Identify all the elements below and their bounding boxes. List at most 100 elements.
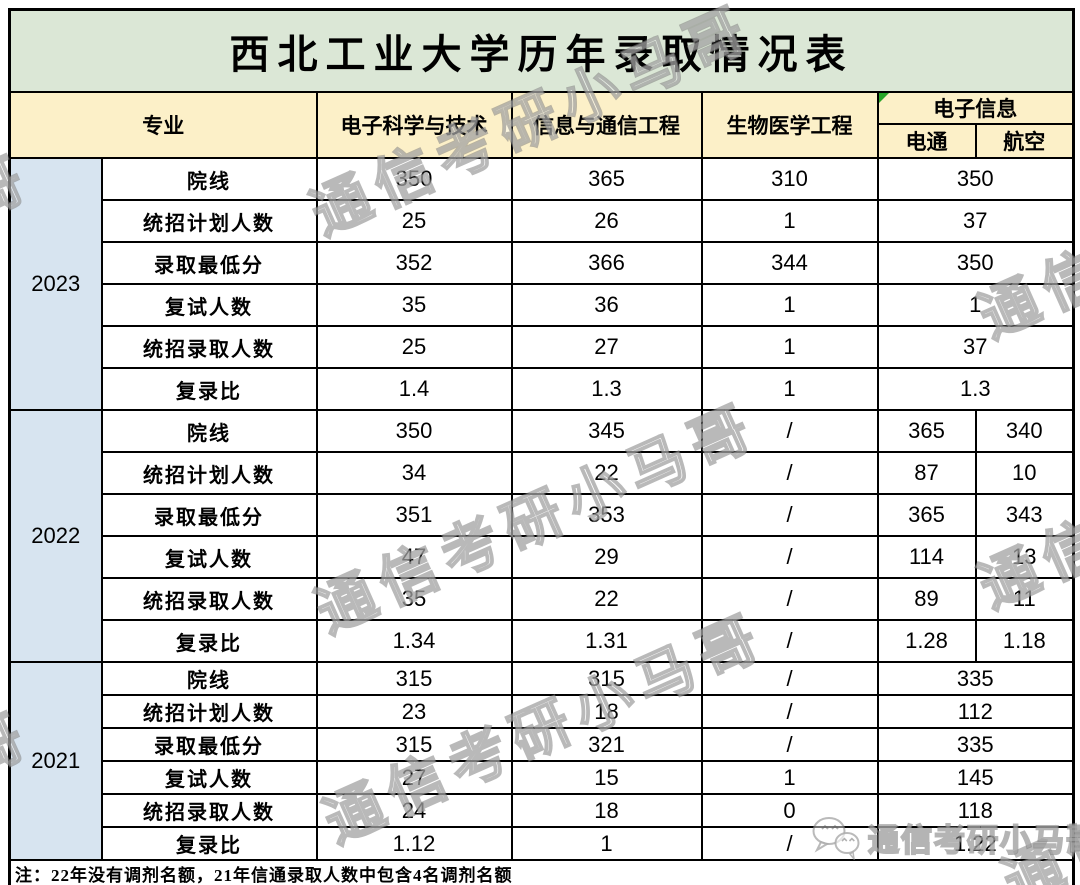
value-cell: 27: [510, 325, 703, 369]
row-label: 复录比: [100, 619, 318, 663]
value-cell: 1.12: [315, 826, 513, 861]
table-row: 统招录取人数 25 27 1 37: [10, 325, 1075, 369]
value-cell: 1: [700, 760, 879, 795]
table-row: 统招计划人数 34 22/87 10: [10, 451, 1075, 495]
value-cell: /: [700, 727, 879, 762]
col-header-biomedical: 生物医学工程: [700, 91, 879, 159]
value-cell: 1.34: [315, 619, 513, 663]
value-cell: 15: [510, 760, 703, 795]
col-header-major: 专业: [8, 91, 318, 159]
col-header-einfo: 电子信息: [876, 91, 1075, 125]
value-cell: 351: [315, 493, 513, 537]
table-row: 复试人数 27 15 1 145: [10, 760, 1075, 795]
table-row: 统招录取人数 24 18 0 118: [10, 793, 1075, 828]
value-cell: 87: [876, 451, 977, 495]
table-row: 统招录取人数 35 22/89 11: [10, 577, 1075, 621]
value-cell: 345: [510, 409, 703, 453]
footnote: 注：22年没有调剂名额，21年信通录取人数中包含4名调剂名额: [8, 859, 1075, 885]
value-cell: /: [700, 493, 879, 537]
value-cell: /: [700, 694, 879, 729]
value-cell: 22: [510, 451, 703, 495]
value-cell: /: [700, 409, 879, 453]
table-row: 复录比 1.4 1.3 1 1.3: [10, 367, 1075, 411]
row-label: 复试人数: [100, 283, 318, 327]
value-cell: 1.3: [510, 367, 703, 411]
row-label: 院线: [100, 409, 318, 453]
row-label: 复试人数: [100, 760, 318, 795]
row-label: 复录比: [100, 367, 318, 411]
value-cell: 315: [315, 661, 513, 696]
value-cell: 1: [876, 283, 1075, 327]
value-cell: 1: [510, 826, 703, 861]
value-cell: 365: [876, 493, 977, 537]
value-cell: 1: [700, 367, 879, 411]
value-cell: 47: [315, 535, 513, 579]
value-cell: 366: [510, 241, 703, 285]
value-cell: 25: [315, 199, 513, 243]
value-cell: /: [700, 661, 879, 696]
value-cell: /: [700, 826, 879, 861]
value-cell: 310: [700, 157, 879, 201]
value-cell: 315: [315, 727, 513, 762]
table-title: 西北工业大学历年录取情况表: [8, 8, 1075, 93]
value-cell: /: [700, 451, 879, 495]
subheader-row: 电通 航空: [10, 123, 1075, 159]
row-label: 统招录取人数: [100, 793, 318, 828]
value-cell: 36: [510, 283, 703, 327]
col-header-einfo-label: 电子信息: [933, 97, 1018, 121]
value-cell: 34: [315, 451, 513, 495]
value-cell: /: [700, 535, 879, 579]
table-row: 复试人数 35 36 1 1: [10, 283, 1075, 327]
value-cell: 335: [876, 727, 1075, 762]
value-cell: 37: [876, 325, 1075, 369]
title-row: 西北工业大学历年录取情况表: [8, 8, 1075, 93]
value-cell: 1: [700, 283, 879, 327]
value-cell: 1.22: [876, 826, 1075, 861]
row-label: 录取最低分: [100, 493, 318, 537]
table-row: 复试人数 47 29/114 13: [10, 535, 1075, 579]
value-cell: 1.4: [315, 367, 513, 411]
value-cell: 340: [974, 409, 1075, 453]
value-cell: 112: [876, 694, 1075, 729]
value-cell: 0: [700, 793, 879, 828]
table-row: 统招计划人数 23 18/112: [10, 694, 1075, 729]
row-label: 院线: [100, 157, 318, 201]
value-cell: 1: [700, 325, 879, 369]
row-label: 录取最低分: [100, 241, 318, 285]
header-row: 专业 电子科学与技术 信息与通信工程 生物医学工程 电子信息: [8, 91, 1075, 159]
col-header-info-comm: 信息与通信工程: [510, 91, 703, 159]
table-row: 统招计划人数 25 26 1 37: [10, 199, 1075, 243]
value-cell: 27: [315, 760, 513, 795]
value-cell: 29: [510, 535, 703, 579]
row-label: 复试人数: [100, 535, 318, 579]
value-cell: 350: [876, 241, 1075, 285]
value-cell: 335: [876, 661, 1075, 696]
value-cell: 365: [510, 157, 703, 201]
value-cell: 18: [510, 793, 703, 828]
row-label: 统招计划人数: [100, 451, 318, 495]
year-cell-2022: 2022: [8, 409, 103, 663]
table-row: 录取最低分 315 321/335: [10, 727, 1075, 762]
value-cell: 321: [510, 727, 703, 762]
comment-triangle-icon: [879, 94, 889, 103]
table-row: 复录比 1.12 1/1.22: [10, 826, 1075, 861]
table-row: 录取最低分 352 366 344 350: [10, 241, 1075, 285]
value-cell: 1.31: [510, 619, 703, 663]
value-cell: 22: [510, 577, 703, 621]
value-cell: 145: [876, 760, 1075, 795]
value-cell: 11: [974, 577, 1075, 621]
value-cell: 26: [510, 199, 703, 243]
value-cell: 350: [315, 157, 513, 201]
value-cell: 350: [876, 157, 1075, 201]
value-cell: 1: [700, 199, 879, 243]
value-cell: 35: [315, 577, 513, 621]
value-cell: 89: [876, 577, 977, 621]
table-row: 2023 院线 350 365 310 350: [8, 157, 1075, 411]
row-label: 统招计划人数: [100, 694, 318, 729]
admissions-table: 西北工业大学历年录取情况表 专业 电子科学与技术 信息与通信工程 生物医学工程 …: [8, 8, 1076, 885]
table-row: 2022 院线 350 345/365 340: [8, 409, 1075, 663]
year-cell-2023: 2023: [8, 157, 103, 411]
value-cell: 365: [876, 409, 977, 453]
value-cell: 25: [315, 325, 513, 369]
